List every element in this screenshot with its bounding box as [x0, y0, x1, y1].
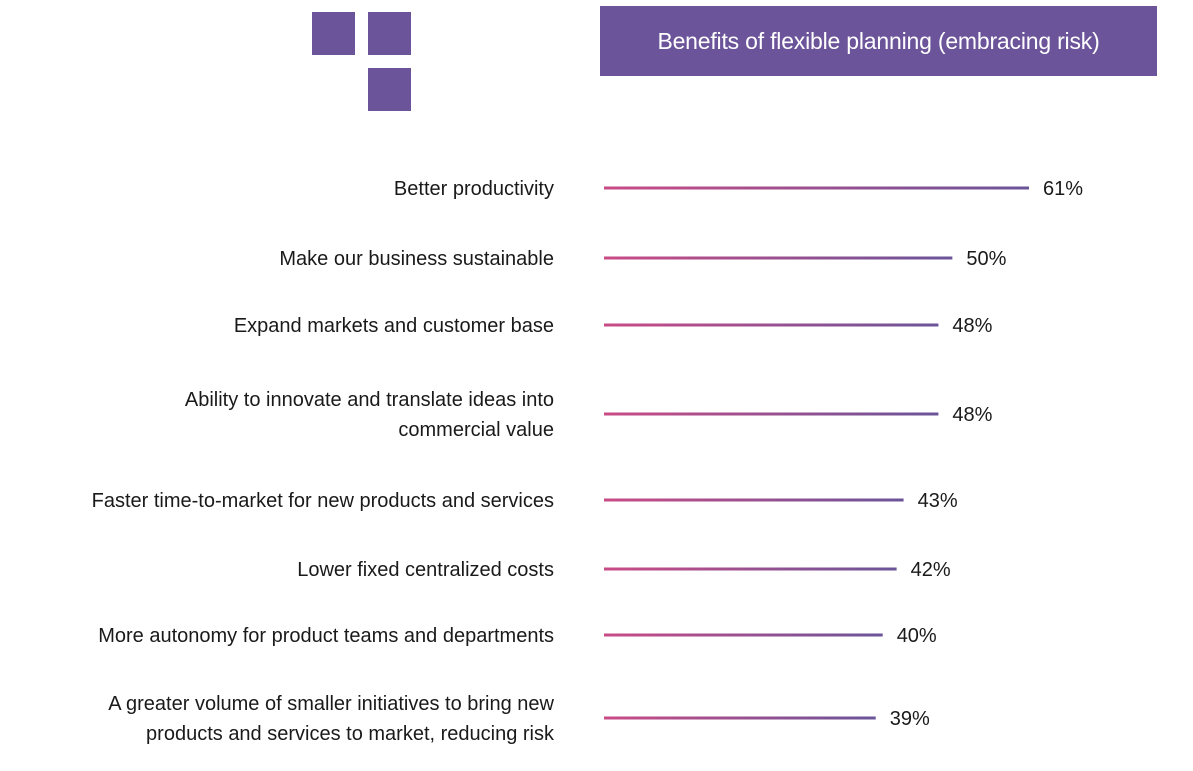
bar	[604, 256, 953, 260]
category-label-line: commercial value	[398, 419, 554, 441]
category-label-line: Expand markets and customer base	[234, 315, 554, 337]
bar	[604, 498, 904, 502]
bar-value-label: 39%	[890, 708, 930, 730]
bar	[604, 186, 1029, 190]
logo-square-top-left	[312, 12, 355, 55]
chart-title: Benefits of flexible planning (embracing…	[657, 27, 1100, 54]
bar-value-label: 50%	[966, 248, 1006, 270]
category-label-line: Lower fixed centralized costs	[297, 559, 554, 581]
bar-value-label: 48%	[952, 315, 992, 337]
bar	[604, 323, 939, 327]
category-label: More autonomy for product teams and depa…	[98, 625, 554, 647]
category-label: A greater volume of smaller initiatives …	[108, 693, 555, 745]
category-label: Lower fixed centralized costs	[297, 559, 554, 581]
category-label: Better productivity	[394, 178, 554, 200]
bar	[604, 633, 883, 637]
bar	[604, 567, 897, 571]
logo-square-bottom-right	[368, 68, 411, 111]
category-label-line: Better productivity	[394, 178, 554, 200]
bar	[604, 716, 876, 720]
category-label-line: More autonomy for product teams and depa…	[98, 625, 554, 647]
category-label: Expand markets and customer base	[234, 315, 554, 337]
category-label-line: products and services to market, reducin…	[146, 723, 555, 745]
bar-value-label: 61%	[1043, 178, 1083, 200]
bars-group: 61% Better productivity 50% Make our busine…	[92, 178, 1084, 745]
chart-title-banner: Benefits of flexible planning (embracing…	[600, 6, 1157, 76]
bar-value-label: 48%	[952, 404, 992, 426]
logo-square-top-right	[368, 12, 411, 55]
bar-value-label: 42%	[911, 559, 951, 581]
category-label: Faster time-to-market for new products a…	[92, 490, 554, 512]
bar	[604, 412, 939, 416]
category-label-line: Ability to innovate and translate ideas …	[185, 389, 554, 411]
bar-value-label: 43%	[918, 490, 958, 512]
category-label: Make our business sustainable	[279, 248, 554, 270]
category-label: Ability to innovate and translate ideas …	[185, 389, 554, 441]
category-label-line: A greater volume of smaller initiatives …	[108, 693, 554, 715]
category-label-line: Faster time-to-market for new products a…	[92, 490, 554, 512]
category-label-line: Make our business sustainable	[279, 248, 554, 270]
bar-value-label: 40%	[897, 625, 937, 647]
